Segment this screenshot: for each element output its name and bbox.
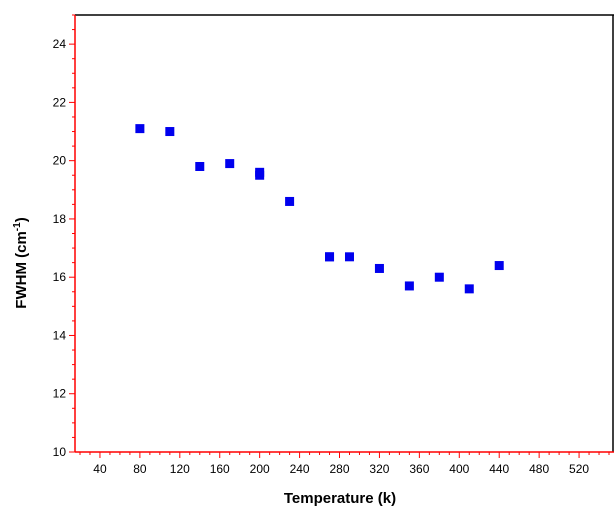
data-point xyxy=(135,124,145,134)
y-tick-label: 10 xyxy=(53,445,67,459)
y-axis-title-superscript: -1 xyxy=(12,222,23,231)
y-tick-label: 18 xyxy=(53,212,67,226)
y-tick-label: 22 xyxy=(53,95,67,109)
y-tick-label: 20 xyxy=(53,154,67,168)
data-point xyxy=(195,161,205,171)
x-tick-label: 400 xyxy=(449,462,469,476)
x-tick-label: 240 xyxy=(290,462,310,476)
x-tick-label: 440 xyxy=(489,462,509,476)
data-point xyxy=(464,284,474,294)
x-tick-label: 120 xyxy=(170,462,190,476)
y-tick-label: 24 xyxy=(53,37,67,51)
x-tick-label: 320 xyxy=(369,462,389,476)
data-point xyxy=(255,170,265,180)
x-tick-label: 280 xyxy=(329,462,349,476)
x-tick-label: 480 xyxy=(529,462,549,476)
x-tick-label: 520 xyxy=(569,462,589,476)
y-axis-title-end: ) xyxy=(13,217,30,222)
data-point xyxy=(434,272,444,282)
data-point xyxy=(404,281,414,291)
y-tick-label: 14 xyxy=(53,328,67,342)
data-point xyxy=(374,263,384,273)
data-point xyxy=(494,261,504,271)
y-axis-title-main: FWHM (cm xyxy=(13,231,30,309)
data-point xyxy=(285,196,295,206)
x-tick-label: 40 xyxy=(93,462,107,476)
x-axis-title: Temperature (k) xyxy=(284,490,396,507)
y-tick-label: 16 xyxy=(53,270,67,284)
x-tick-label: 360 xyxy=(409,462,429,476)
data-point xyxy=(165,127,175,137)
data-point xyxy=(325,252,335,262)
data-point xyxy=(344,252,354,262)
x-tick-label: 160 xyxy=(210,462,230,476)
x-tick-label: 200 xyxy=(250,462,270,476)
x-tick-label: 80 xyxy=(133,462,147,476)
y-axis-title: FWHM (cm-1) xyxy=(12,217,30,308)
data-point xyxy=(225,159,235,169)
y-tick-label: 12 xyxy=(53,387,67,401)
